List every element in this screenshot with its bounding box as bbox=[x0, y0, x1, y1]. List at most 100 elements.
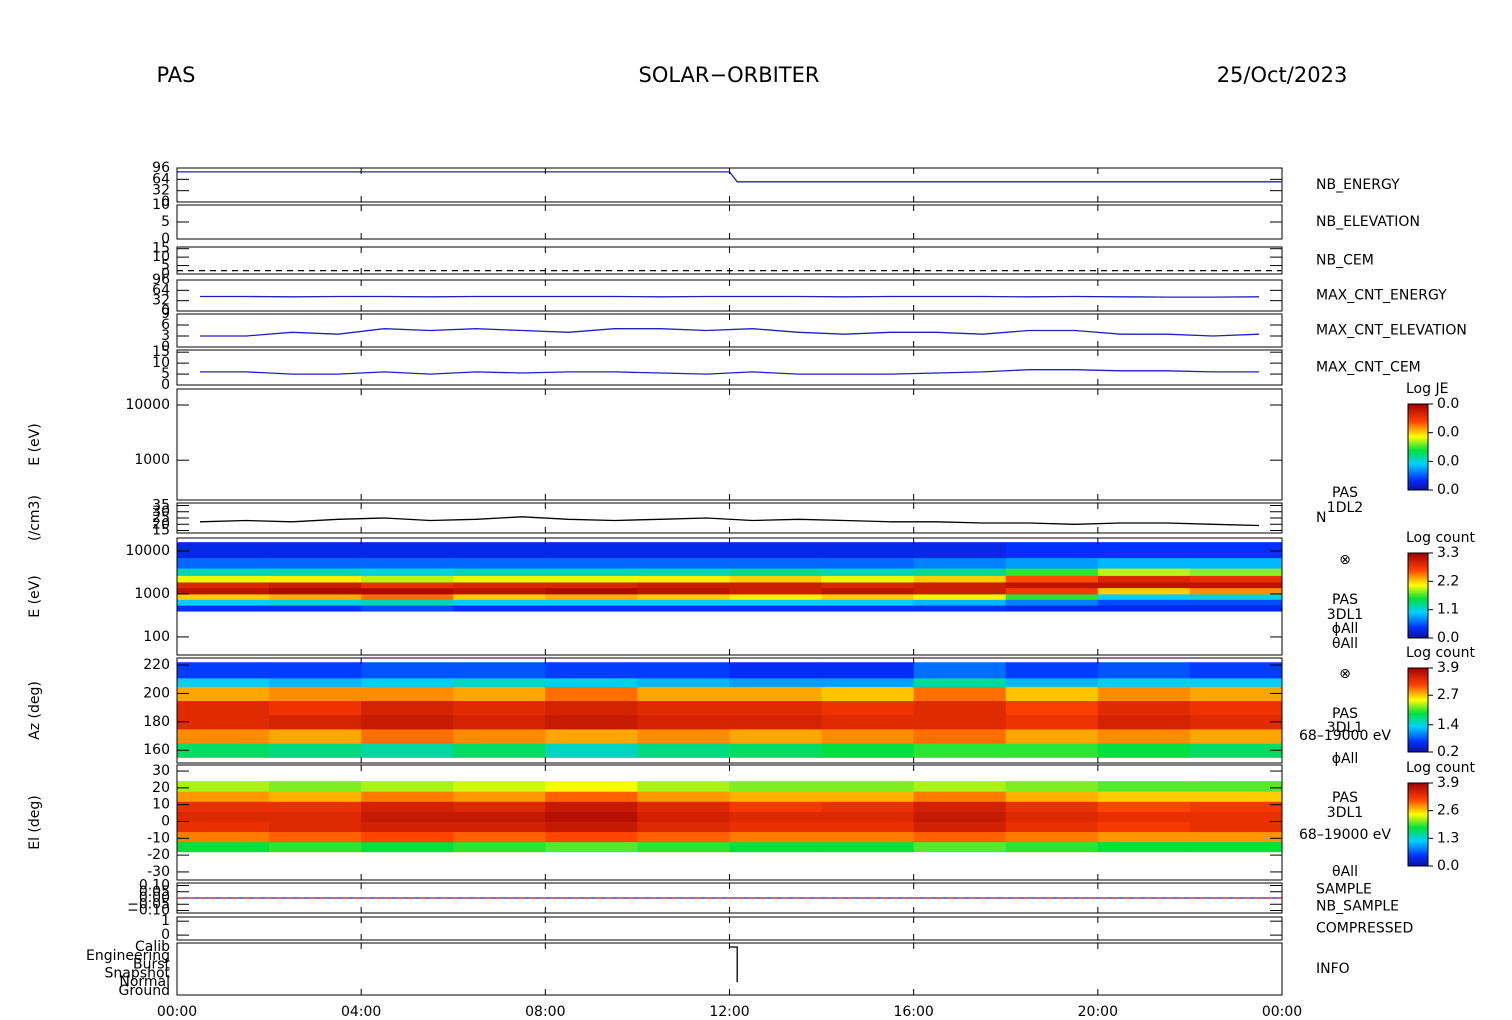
heatmap-cell bbox=[453, 700, 546, 716]
y-tick-label: 5 bbox=[161, 366, 170, 382]
heatmap-cell bbox=[1005, 568, 1099, 576]
heatmap-cell bbox=[1005, 714, 1099, 730]
heatmap-cell bbox=[1097, 575, 1191, 583]
heatmap-cell bbox=[821, 841, 915, 853]
heatmap-cell bbox=[1189, 811, 1283, 822]
heatmap-cell bbox=[1005, 677, 1099, 687]
panel-annotation: 3DL1 bbox=[1327, 720, 1363, 736]
heatmap-cell bbox=[821, 557, 915, 569]
heatmap-cell bbox=[177, 568, 270, 576]
heatmap-cell bbox=[177, 781, 270, 792]
heatmap-cell bbox=[637, 557, 730, 569]
heatmap-cell bbox=[269, 743, 362, 758]
y-axis-label: Az (deg) bbox=[27, 681, 43, 740]
heatmap-cell bbox=[177, 821, 270, 833]
heatmap-cell bbox=[269, 599, 362, 606]
heatmap-cell bbox=[269, 821, 362, 833]
x-tick-label: 00:00 bbox=[157, 1004, 197, 1020]
heatmap-cell bbox=[361, 575, 454, 583]
heatmap-cell bbox=[1097, 557, 1191, 569]
heatmap-cell bbox=[545, 599, 638, 606]
heatmap-cell bbox=[1189, 791, 1283, 802]
heatmap-cell bbox=[821, 728, 915, 744]
heatmap-cell bbox=[453, 821, 546, 833]
colorbar-tick-label: 2.6 bbox=[1437, 803, 1459, 819]
heatmap-cell bbox=[913, 821, 1007, 833]
y-tick-label: 0 bbox=[161, 339, 170, 355]
y-tick-label: 25 bbox=[152, 510, 170, 526]
heatmap-cell bbox=[1189, 587, 1283, 595]
y-tick-label: 220 bbox=[143, 657, 170, 673]
series-label: NB_ENERGY bbox=[1316, 177, 1400, 193]
panel-annotation: ϕAll bbox=[1332, 751, 1359, 767]
heatmap-cell bbox=[545, 557, 638, 569]
series-line bbox=[200, 369, 1259, 375]
y-tick-label: 200 bbox=[143, 685, 170, 701]
heatmap-cell bbox=[177, 662, 270, 679]
y-tick-label: −0.10 bbox=[127, 903, 170, 919]
series-line bbox=[177, 171, 1282, 183]
heatmap-cell bbox=[545, 587, 638, 595]
heatmap-cell bbox=[729, 743, 823, 758]
colorbar-tick-label: 0.0 bbox=[1437, 630, 1459, 646]
heatmap-cell bbox=[1189, 728, 1283, 744]
heatmap-cell bbox=[453, 791, 546, 802]
heatmap-cell bbox=[729, 831, 823, 843]
heatmap-cell bbox=[177, 714, 270, 730]
heatmap-cell bbox=[177, 605, 270, 612]
heatmap-cell bbox=[821, 581, 915, 589]
y-tick-label: 96 bbox=[152, 160, 170, 176]
y-tick-label: 15 bbox=[152, 523, 170, 539]
heatmap-cell bbox=[453, 593, 546, 600]
heatmap-cell bbox=[821, 781, 915, 792]
heatmap-cell bbox=[361, 605, 454, 612]
heatmap-cell bbox=[1005, 542, 1099, 559]
y-axis-label: (/cm3) bbox=[27, 495, 43, 541]
heatmap-cell bbox=[269, 801, 362, 812]
heatmap-cell bbox=[269, 581, 362, 589]
heatmap-cell bbox=[637, 831, 730, 843]
heatmap-cell bbox=[177, 811, 270, 822]
series-label: MAX_CNT_ELEVATION bbox=[1316, 323, 1467, 339]
heatmap-cell bbox=[545, 575, 638, 583]
heatmap-cell bbox=[1005, 781, 1099, 792]
colorbar bbox=[1407, 403, 1429, 491]
heatmap-cell bbox=[453, 599, 546, 606]
heatmap-cell bbox=[269, 686, 362, 702]
y-tick-label: 64 bbox=[152, 282, 170, 298]
x-tick-label: 12:00 bbox=[709, 1004, 749, 1020]
heatmap-cell bbox=[453, 801, 546, 812]
heatmap-cell bbox=[1097, 581, 1191, 589]
y-tick-label: 35 bbox=[152, 498, 170, 514]
heatmap-cell bbox=[453, 581, 546, 589]
y-tick-label: 160 bbox=[143, 742, 170, 758]
y-category-label: Ground bbox=[119, 983, 171, 999]
colorbar-tick-label: 0.0 bbox=[1437, 482, 1459, 498]
heatmap-cell bbox=[729, 568, 823, 576]
heatmap-cell bbox=[1189, 743, 1283, 758]
heatmap-cell bbox=[821, 575, 915, 583]
heatmap-cell bbox=[729, 581, 823, 589]
series-label: INFO bbox=[1316, 961, 1350, 977]
heatmap-cell bbox=[1189, 593, 1283, 600]
panel-annotation: PAS bbox=[1332, 592, 1358, 608]
heatmap-cell bbox=[545, 700, 638, 716]
heatmap-cell bbox=[913, 587, 1007, 595]
heatmap-cell bbox=[637, 700, 730, 716]
heatmap-cell bbox=[361, 743, 454, 758]
heatmap-cell bbox=[361, 542, 454, 559]
heatmap-cell bbox=[637, 728, 730, 744]
heatmap-cell bbox=[177, 581, 270, 589]
heatmap-cell bbox=[729, 781, 823, 792]
heatmap-cell bbox=[1097, 599, 1191, 606]
heatmap-cell bbox=[1005, 557, 1099, 569]
panel-annotation: ϕAll bbox=[1332, 621, 1359, 637]
heatmap-cell bbox=[269, 728, 362, 744]
heatmap-cell bbox=[913, 575, 1007, 583]
heatmap-cell bbox=[913, 791, 1007, 802]
heatmap-cell bbox=[1097, 841, 1191, 853]
heatmap-cell bbox=[1005, 728, 1099, 744]
heatmap-cell bbox=[1097, 542, 1191, 559]
y-tick-label: -20 bbox=[147, 847, 170, 863]
heatmap-cell bbox=[361, 677, 454, 687]
